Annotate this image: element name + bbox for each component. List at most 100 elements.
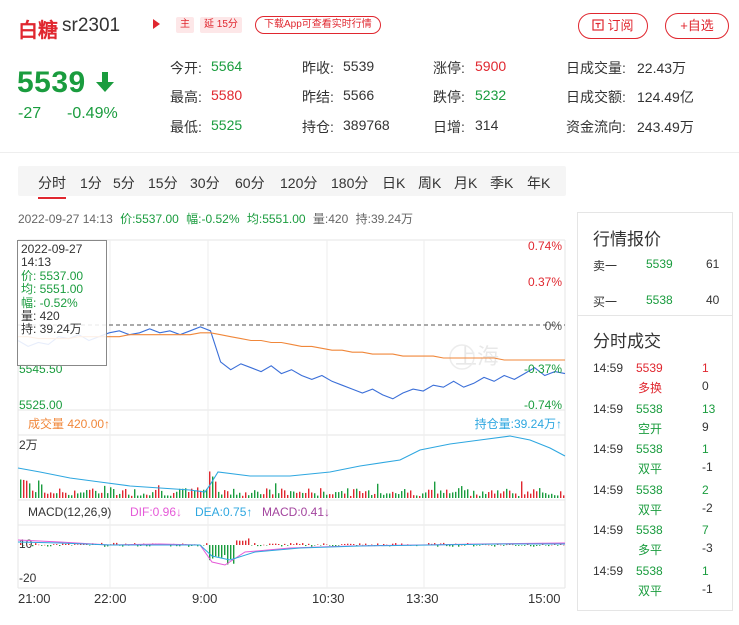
volume-bar <box>335 492 337 498</box>
trade-type: 空开 <box>638 421 663 436</box>
volume-bar <box>521 481 523 498</box>
macd-bar <box>29 544 31 545</box>
quote-row-label: 买一 <box>593 295 618 309</box>
volume-bar <box>338 492 340 498</box>
tab-6[interactable]: 120分 <box>280 175 318 191</box>
price-line <box>17 326 566 400</box>
tab-2[interactable]: 5分 <box>113 175 135 191</box>
macd-bar <box>437 545 439 547</box>
macd-bar <box>260 545 262 547</box>
tab-8[interactable]: 日K <box>382 175 406 191</box>
volume-bar <box>65 492 67 498</box>
stat-label: 日增: <box>433 119 465 135</box>
macd-bar <box>62 543 64 545</box>
volume-bar <box>203 489 205 498</box>
tab-5[interactable]: 60分 <box>235 175 265 191</box>
macd-bar <box>122 545 124 547</box>
macd-bar <box>485 544 487 546</box>
stat-value: 389768 <box>343 117 390 133</box>
macd-bar <box>50 545 52 547</box>
trade-type: 双平 <box>638 583 663 598</box>
trade-price: 5538 <box>636 482 663 497</box>
volume-bar <box>428 489 430 498</box>
macd-bar <box>458 545 460 547</box>
play-icon[interactable] <box>153 19 160 29</box>
volume-bar <box>245 492 247 498</box>
macd-bar <box>44 544 46 546</box>
add-favorite-button[interactable]: +自选 <box>665 13 729 39</box>
volume-bar <box>176 491 178 498</box>
tab-0[interactable]: 分时 <box>38 175 66 199</box>
volume-bar <box>320 488 322 498</box>
macd-bar <box>272 543 274 545</box>
volume-bar <box>446 489 448 498</box>
volume-bar <box>98 493 100 498</box>
volume-bar <box>542 492 544 498</box>
volume-bar <box>56 493 58 498</box>
volume-bar <box>341 491 343 498</box>
volume-bar <box>302 492 304 498</box>
time-axis-label: 21:00 <box>18 591 51 606</box>
macd-bar <box>563 544 565 546</box>
macd-bar <box>506 544 508 546</box>
volume-bar <box>440 490 442 498</box>
volume-bar <box>20 479 22 498</box>
panel-divider <box>578 315 732 316</box>
macd-bar <box>548 545 550 547</box>
macd-bar <box>74 544 76 545</box>
subscribe-label: 订阅 <box>607 18 634 33</box>
tooltip-vol: 量: 420 <box>21 309 60 324</box>
volume-bar <box>161 490 163 498</box>
volume-bar <box>491 490 493 498</box>
macd-bar <box>56 544 58 545</box>
tab-11[interactable]: 季K <box>490 175 514 191</box>
volume-bar <box>74 490 76 498</box>
volume-bar <box>398 493 400 498</box>
volume-bar <box>68 494 70 498</box>
macd-bar <box>434 543 436 545</box>
volume-bar <box>230 494 232 498</box>
tab-7[interactable]: 180分 <box>331 175 369 191</box>
volume-bar <box>524 494 526 498</box>
macd-bar <box>395 543 397 545</box>
volume-bar <box>122 490 124 498</box>
volume-bar <box>80 492 82 498</box>
stat-value: 5566 <box>343 87 375 103</box>
volume-bar <box>518 495 520 498</box>
volume-bar <box>449 493 451 498</box>
volume-bar <box>53 493 55 498</box>
stat-value: 22.43万 <box>637 60 687 76</box>
macd-bar <box>371 544 373 546</box>
tab-10[interactable]: 月K <box>454 175 478 191</box>
macd-bar <box>137 545 139 547</box>
intraday-chart[interactable]: 上海0.74%0.37%0%-0.37%-0.74%5545.505525.00… <box>0 230 570 610</box>
macd-bar <box>290 543 292 545</box>
volume-bar <box>368 490 370 498</box>
macd-bar <box>311 545 313 547</box>
tab-3[interactable]: 15分 <box>148 175 178 191</box>
quote-row-price: 5538 <box>646 293 673 307</box>
volume-bar <box>149 495 151 498</box>
macd-bar <box>53 544 55 545</box>
volume-bar <box>305 492 307 498</box>
pct-axis-label: -0.37% <box>524 362 562 376</box>
trade-type: 双平 <box>638 462 663 476</box>
volume-bar <box>530 493 532 498</box>
tab-9[interactable]: 周K <box>418 175 442 191</box>
tab-12[interactable]: 年K <box>527 175 551 191</box>
volume-bar <box>482 491 484 498</box>
macd-bar <box>443 542 445 545</box>
subscribe-button[interactable]: 订阅 <box>578 13 648 39</box>
macd-bar <box>299 544 301 545</box>
volume-bar <box>227 491 229 498</box>
tab-1[interactable]: 1分 <box>80 175 102 191</box>
last-price: 5539 <box>17 66 86 99</box>
tab-4[interactable]: 30分 <box>190 175 220 191</box>
volume-bar <box>422 493 424 498</box>
download-app-button[interactable]: 下载App可查看实时行情 <box>255 16 381 34</box>
macd-bar <box>215 545 217 557</box>
volume-bar <box>215 481 217 498</box>
volume-bar <box>380 493 382 498</box>
macd-bar <box>203 545 205 546</box>
macd-bar <box>224 545 226 556</box>
